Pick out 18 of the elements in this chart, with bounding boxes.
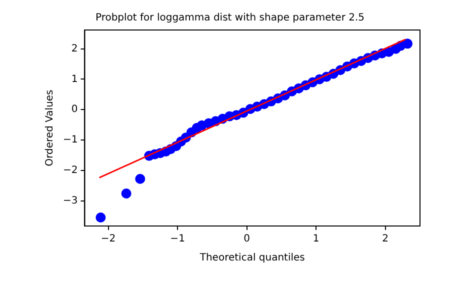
x-tick-label: 0 <box>244 234 250 245</box>
x-tick-label: −1 <box>170 234 185 245</box>
x-tick-label: 2 <box>382 234 389 245</box>
y-tick-label: 0 <box>71 104 78 116</box>
y-tick-label: −3 <box>62 195 78 206</box>
y-tick-label: 1 <box>71 74 78 85</box>
y-axis-title: Ordered Values <box>44 90 56 166</box>
x-tick-label: 1 <box>312 234 320 245</box>
point <box>121 188 132 198</box>
point <box>402 38 413 49</box>
chart-title: Probplot for loggamma dist with shape parameter 2.5 <box>95 12 365 24</box>
y-tick-label: 2 <box>71 43 78 54</box>
point <box>135 174 146 184</box>
y-tick-label: −1 <box>62 134 78 146</box>
y-tick-label: −2 <box>62 164 78 176</box>
x-axis-title: Theoretical quantiles <box>198 252 305 264</box>
x-tick-label: −2 <box>100 234 116 245</box>
point <box>96 212 106 222</box>
